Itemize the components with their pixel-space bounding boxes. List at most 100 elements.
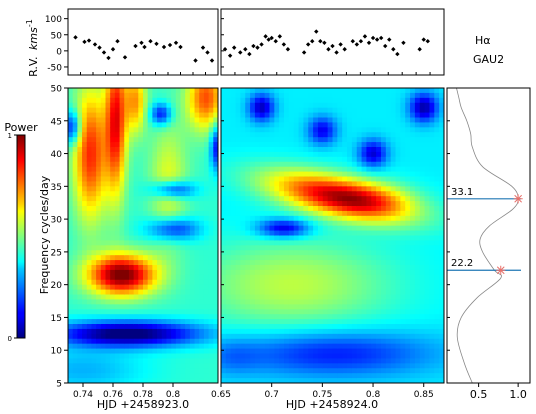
power-left-cell bbox=[82, 127, 88, 133]
power-right-cell bbox=[342, 279, 348, 286]
power-right-cell bbox=[351, 132, 358, 138]
power-left-xtick-label: 0.8 bbox=[166, 390, 181, 400]
power-right-cell bbox=[424, 102, 431, 109]
power-right-cell bbox=[288, 156, 295, 163]
power-right-cell bbox=[274, 151, 280, 158]
power-right-cell bbox=[245, 181, 251, 187]
power-right-cell bbox=[245, 166, 251, 173]
power-left-cell bbox=[189, 176, 196, 183]
power-right-cell bbox=[342, 284, 348, 291]
power-left-cell bbox=[77, 230, 83, 237]
power-right-cell bbox=[395, 88, 401, 94]
power-left-cell bbox=[119, 196, 125, 202]
power-right-cell bbox=[235, 245, 241, 251]
power-ytick-label: 35 bbox=[51, 183, 62, 193]
power-right-cell bbox=[317, 245, 324, 251]
power-right-cell bbox=[356, 250, 363, 256]
power-right-cell bbox=[390, 206, 397, 212]
power-left-cell bbox=[203, 225, 210, 232]
power-right-cell bbox=[264, 161, 271, 168]
power-left-cell bbox=[161, 255, 168, 261]
power-right-cell bbox=[424, 201, 431, 207]
power-right-cell bbox=[361, 250, 368, 256]
power-right-cell bbox=[385, 304, 392, 310]
power-right-cell bbox=[308, 132, 314, 138]
power-left-cell bbox=[143, 348, 149, 355]
power-right-cell bbox=[225, 206, 232, 212]
power-right-cell bbox=[356, 338, 363, 345]
power-right-cell bbox=[235, 132, 241, 138]
power-right-cell bbox=[303, 186, 309, 192]
power-right-cell bbox=[288, 245, 295, 251]
power-left-cell bbox=[110, 289, 116, 296]
power-right-cell bbox=[298, 147, 305, 153]
power-left-cell bbox=[157, 171, 163, 178]
power-right-cell bbox=[410, 137, 416, 143]
power-left-cell bbox=[91, 324, 97, 330]
power-right-cell bbox=[264, 88, 271, 94]
power-right-cell bbox=[424, 147, 431, 153]
power-left-cell bbox=[203, 348, 210, 355]
power-right-cell bbox=[405, 265, 411, 271]
power-right-cell bbox=[322, 181, 329, 187]
power-left-cell bbox=[213, 137, 218, 143]
power-right-cell bbox=[308, 245, 314, 251]
power-left-cell bbox=[119, 181, 125, 187]
power-right-cell bbox=[259, 378, 266, 383]
power-left-cell bbox=[96, 161, 102, 168]
power-right-cell bbox=[351, 269, 358, 276]
power-left-cell bbox=[143, 314, 149, 320]
power-right-cell bbox=[424, 314, 431, 320]
power-right-cell bbox=[317, 166, 324, 173]
power-left-cell bbox=[124, 269, 130, 276]
power-right-cell bbox=[390, 304, 397, 310]
power-right-cell bbox=[405, 171, 411, 178]
power-left-cell bbox=[180, 230, 186, 237]
power-right-cell bbox=[327, 284, 334, 291]
power-right-cell bbox=[264, 284, 271, 291]
power-right-cell bbox=[395, 343, 401, 350]
power-right-cell bbox=[347, 97, 353, 104]
power-right-cell bbox=[225, 343, 232, 350]
power-right-cell bbox=[308, 201, 314, 207]
power-left-cell bbox=[203, 176, 210, 183]
power-left-cell bbox=[82, 314, 88, 320]
power-right-cell bbox=[235, 328, 241, 335]
power-right-cell bbox=[269, 176, 275, 183]
power-right-cell bbox=[254, 97, 261, 104]
power-right-cell bbox=[400, 181, 406, 187]
power-right-cell bbox=[308, 324, 314, 330]
power-right-cell bbox=[342, 260, 348, 266]
power-left-cell bbox=[91, 314, 97, 320]
power-right-cell bbox=[424, 117, 431, 124]
power-right-cell bbox=[439, 220, 444, 227]
power-right-cell bbox=[395, 176, 401, 183]
power-right-cell bbox=[284, 210, 290, 217]
power-right-cell bbox=[337, 343, 343, 350]
power-right-cell bbox=[240, 260, 246, 266]
power-left-cell bbox=[175, 151, 182, 158]
power-left-cell bbox=[161, 220, 168, 227]
power-left-cell bbox=[100, 378, 107, 383]
power-left-cell bbox=[171, 284, 177, 291]
power-right-cell bbox=[419, 230, 426, 237]
power-right-cell bbox=[419, 265, 426, 271]
power-right-cell bbox=[288, 142, 295, 148]
power-left-cell bbox=[199, 333, 205, 340]
power-left-cell bbox=[105, 201, 111, 207]
power-left-cell bbox=[77, 102, 83, 109]
power-right-cell bbox=[250, 176, 256, 183]
power-left-cell bbox=[180, 358, 186, 364]
power-left-cell bbox=[199, 235, 205, 242]
power-left-cell bbox=[166, 166, 172, 173]
power-left-cell bbox=[147, 363, 153, 369]
power-left-cell bbox=[114, 88, 121, 94]
power-right-cell bbox=[395, 255, 401, 261]
power-left-cell bbox=[203, 215, 210, 222]
power-left-cell bbox=[124, 255, 130, 261]
power-left-cell bbox=[100, 294, 107, 301]
power-left-cell bbox=[105, 122, 111, 128]
power-left-cell bbox=[110, 132, 116, 138]
power-right-cell bbox=[342, 220, 348, 227]
power-left-cell bbox=[180, 373, 186, 379]
